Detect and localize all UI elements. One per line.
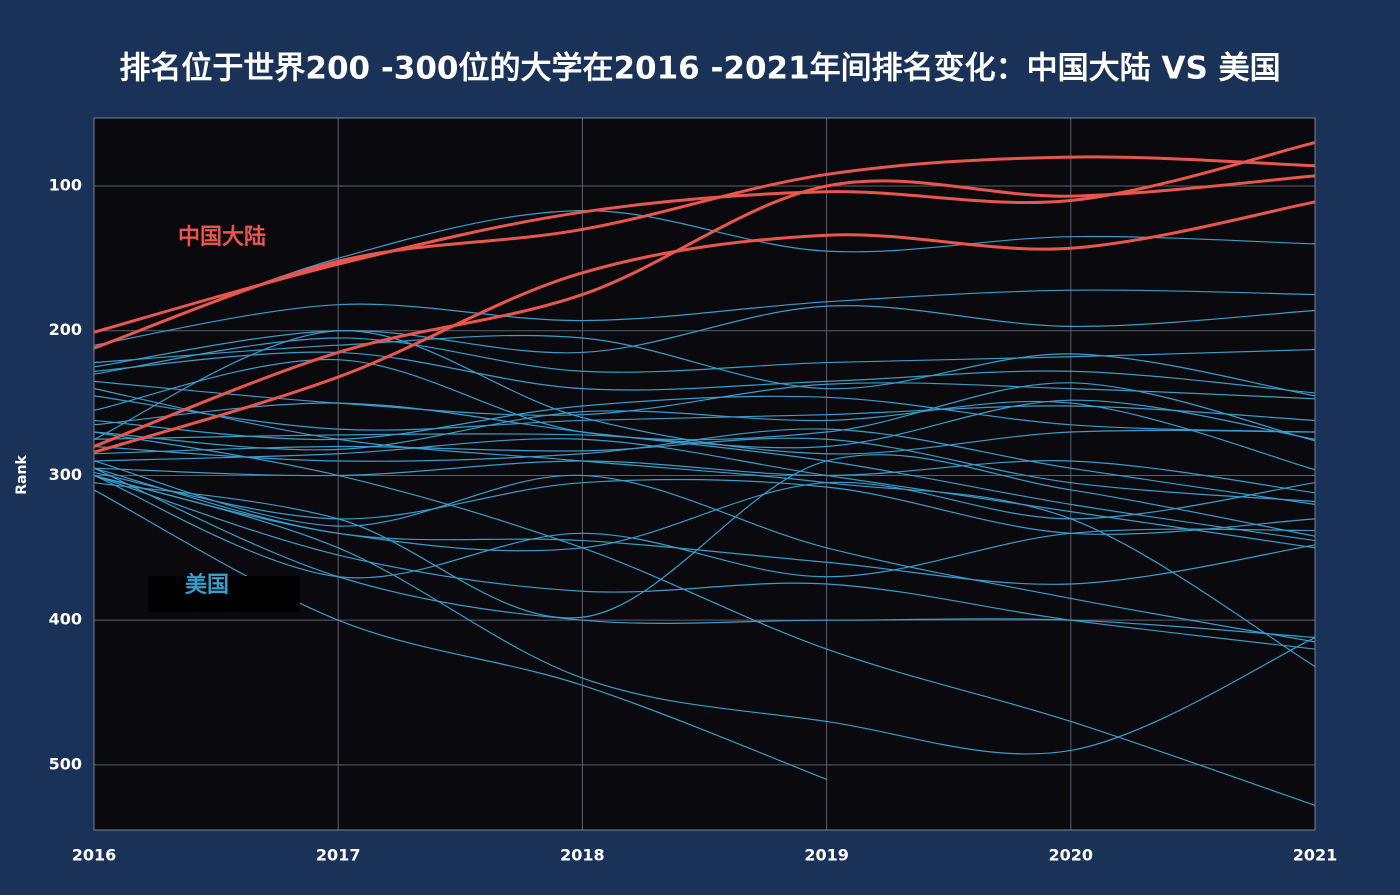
plot-area (94, 118, 1315, 830)
series-line (93, 155, 1316, 350)
x-tick-label: 2021 (1293, 846, 1338, 865)
series-line (93, 471, 1316, 535)
series-line (93, 289, 1316, 346)
series-line (93, 305, 1316, 368)
series-line (93, 438, 1316, 549)
annotation-box (148, 576, 300, 612)
series-line (93, 334, 1316, 397)
y-tick-label: 100 (49, 176, 82, 195)
x-tick-label: 2020 (1049, 846, 1094, 865)
series-line (93, 399, 1316, 449)
series-line (93, 395, 1316, 441)
plot-border (93, 117, 1316, 831)
series-line (93, 210, 1316, 349)
series-line (93, 428, 1316, 505)
series-line (93, 174, 1316, 448)
x-tick-label: 2018 (560, 846, 605, 865)
series-line (93, 474, 1316, 579)
series-line (93, 474, 1316, 755)
series-line (93, 489, 827, 780)
series-line (93, 454, 1316, 619)
series-line (93, 330, 1316, 455)
series-line (93, 351, 1316, 394)
series-line (93, 395, 1316, 431)
series-line (93, 474, 1316, 650)
x-tick-label: 2017 (316, 846, 361, 865)
series-line (93, 400, 1316, 471)
y-tick-label: 200 (49, 320, 82, 339)
series-line (93, 380, 1316, 416)
series-line (93, 431, 1316, 806)
y-tick-label: 500 (49, 754, 82, 773)
series-line (93, 388, 1316, 667)
series-line (93, 467, 1316, 585)
series-line (93, 402, 1316, 542)
series-line (93, 460, 1316, 643)
x-tick-label: 2016 (72, 846, 117, 865)
y-axis-label: Rank (14, 455, 30, 495)
y-tick-label: 300 (49, 465, 82, 484)
x-tick-label: 2019 (804, 846, 849, 865)
annotation: 中国大陆 (178, 225, 266, 250)
chart-title: 排名位于世界200 -300位的大学在2016 -2021年间排名变化：中国大陆… (119, 51, 1280, 87)
y-tick-label: 400 (49, 610, 82, 629)
series-line (93, 460, 1316, 494)
series-line (93, 467, 1316, 639)
series-line (93, 200, 1316, 454)
annotation: 美国 (185, 572, 229, 598)
